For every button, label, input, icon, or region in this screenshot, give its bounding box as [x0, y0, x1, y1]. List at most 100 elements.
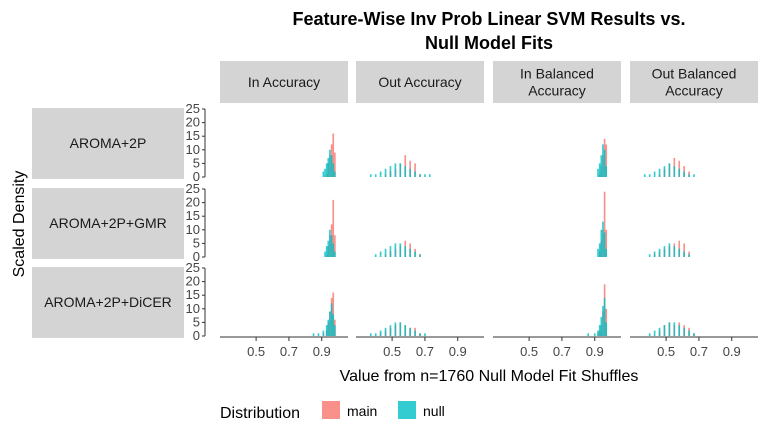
- null-bar: [379, 171, 382, 177]
- facet-panel: [597, 191, 608, 257]
- null-bar: [602, 306, 604, 336]
- null-bar: [688, 174, 690, 177]
- null-bar: [597, 330, 599, 336]
- y-tick-label: 25: [186, 101, 200, 116]
- null-bar: [419, 333, 421, 336]
- y-tick-label: 20: [186, 274, 200, 289]
- main-bar: [605, 144, 608, 177]
- y-tick-label: 10: [186, 222, 200, 237]
- null-bar: [374, 254, 377, 257]
- null-bar: [678, 248, 681, 257]
- null-bar: [693, 174, 695, 177]
- facet-panel: [643, 157, 695, 177]
- null-bar: [369, 174, 372, 177]
- null-bar: [605, 248, 608, 257]
- legend-key-main: [322, 401, 340, 419]
- null-bar: [658, 327, 661, 336]
- null-bar: [327, 157, 330, 177]
- main-bar: [605, 229, 608, 257]
- null-bar: [327, 319, 330, 336]
- null-bar: [598, 163, 601, 177]
- y-tick-label: 15: [186, 208, 200, 223]
- facet-panel: [369, 155, 431, 177]
- null-bar: [332, 243, 335, 257]
- chart-title-line1: Feature-Wise Inv Prob Linear SVM Results…: [293, 9, 686, 29]
- null-bar: [322, 330, 325, 336]
- null-bar: [329, 311, 331, 336]
- row-strip: [32, 267, 184, 338]
- null-bar: [593, 333, 596, 336]
- facet-panel: [597, 138, 608, 177]
- null-bar: [312, 333, 315, 336]
- null-bar: [648, 254, 651, 257]
- null-bar: [379, 251, 382, 257]
- null-bar: [600, 316, 603, 336]
- null-bar: [598, 243, 601, 257]
- null-bar: [424, 333, 426, 336]
- facet-panel: [648, 322, 695, 336]
- null-bar: [663, 325, 666, 336]
- null-bar: [643, 174, 646, 177]
- null-bar: [324, 251, 326, 257]
- null-bar: [598, 325, 601, 336]
- x-axis-title: Value from n=1760 Null Model Fit Shuffle…: [340, 368, 639, 385]
- x-tick-label: 0.5: [657, 344, 675, 359]
- null-bar: [399, 322, 402, 336]
- facet-panel: [648, 240, 690, 257]
- null-bar: [409, 168, 411, 177]
- row-strip: [32, 108, 184, 179]
- x-tick-label: 0.7: [553, 344, 571, 359]
- y-tick-label: 20: [186, 195, 200, 210]
- null-bar: [603, 149, 606, 177]
- x-tick-label: 0.9: [313, 344, 331, 359]
- facet-panel: [369, 322, 426, 336]
- y-tick-label: 20: [186, 115, 200, 130]
- y-tick-label: 10: [186, 301, 200, 316]
- null-bar: [668, 322, 671, 336]
- null-bar: [688, 330, 690, 336]
- main-bar: [683, 243, 685, 257]
- null-bar: [399, 243, 402, 257]
- null-bar: [317, 333, 320, 336]
- null-bar: [404, 166, 407, 177]
- null-bar: [673, 322, 676, 336]
- y-tick-label: 0: [193, 328, 200, 343]
- legend-title: Distribution: [220, 405, 300, 422]
- null-bar: [389, 166, 392, 177]
- facet-panel: [322, 133, 336, 177]
- null-bar: [324, 168, 326, 177]
- null-bar: [648, 174, 651, 177]
- null-bar: [389, 246, 392, 257]
- null-bar: [334, 171, 336, 177]
- null-bar: [658, 248, 661, 257]
- null-bar: [399, 163, 402, 177]
- column-strip-label: Accuracy: [665, 83, 723, 99]
- y-tick-label: 25: [186, 260, 200, 275]
- null-bar: [668, 243, 671, 257]
- facet-panel: [374, 240, 421, 257]
- null-bar: [329, 229, 331, 257]
- null-bar: [683, 251, 685, 257]
- legend-label-main: main: [347, 403, 377, 419]
- row-strip-label: AROMA+2P: [70, 135, 147, 151]
- main-bar: [334, 235, 336, 257]
- null-bar: [663, 166, 666, 177]
- null-bar: [329, 149, 331, 177]
- null-bar: [384, 327, 387, 336]
- main-bar: [414, 163, 416, 177]
- column-strip: [493, 61, 621, 103]
- x-tick-label: 0.5: [247, 344, 265, 359]
- y-tick-label: 0: [193, 169, 200, 184]
- column-strip: [220, 61, 348, 103]
- null-bar: [663, 246, 666, 257]
- row-strip-label: AROMA+2P+DiCER: [44, 294, 172, 310]
- null-bar: [600, 229, 603, 257]
- column-strip: [356, 61, 484, 103]
- x-tick-label: 0.5: [383, 344, 401, 359]
- null-bar: [683, 171, 685, 177]
- null-bar: [330, 303, 333, 336]
- null-bar: [334, 251, 336, 257]
- column-strip-label: Accuracy: [528, 83, 586, 99]
- null-bar: [322, 171, 325, 177]
- null-bar: [602, 144, 604, 177]
